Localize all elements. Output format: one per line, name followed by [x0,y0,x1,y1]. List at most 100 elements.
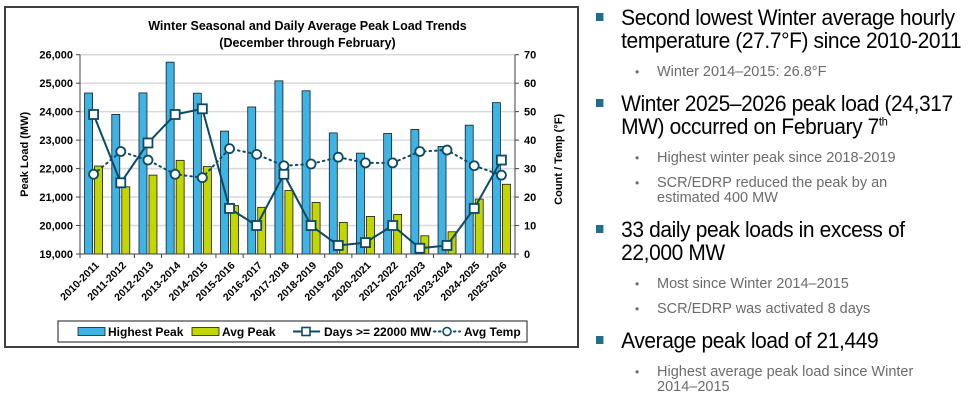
marker-days-over-22000 [88,109,99,120]
bullet-4: Average peak load of 21,449 [596,329,975,352]
marker-days-over-22000 [441,240,453,251]
bar-highest-peak [247,106,257,255]
bar-highest-peak [464,124,474,255]
marker-days-over-22000 [305,220,317,231]
bullet-2-superscript: th [878,114,888,129]
marker-avg-temp [142,154,154,166]
bullet-dot-icon: • [635,65,640,79]
marker-avg-temp [360,157,371,169]
marker-days-over-22000 [360,237,371,249]
marker-days-over-22000 [278,168,290,180]
bar-highest-peak [383,133,393,255]
bar-avg-peak [284,190,294,255]
bullet-dot-icon: • [635,151,640,165]
marker-days-over-22000 [414,242,426,254]
bullet-2-sub-2: • SCR/EDRP reduced the peak by an estimat… [596,176,897,206]
marker-days-over-22000 [169,109,181,120]
y-axis-label: Peak Load (MW) [19,112,31,197]
bullet-dot-icon: • [635,302,640,316]
bullet-4-sub-1-text: Highest average peak load since Winter 2… [657,364,914,395]
bullet-1-sub-1-text: Winter 2014–2015: 26.8°F [657,64,827,80]
bullet-3-sub-1: • Most since Winter 2014–2015 [596,277,971,292]
bullet-2-sub-1: • Highest winter peak since 2018-2019 [596,151,971,166]
y2-tick-label: 30 [524,164,536,176]
bullet-dot-icon: • [635,176,640,190]
legend-swatch-temp-marker [442,326,452,337]
marker-days-over-22000 [251,220,263,231]
legend-swatch-highest-peak [77,327,106,336]
bar-highest-peak [138,92,148,255]
bullet-3: 33 daily peak loads in excess of 22,000 … [596,218,975,264]
bar-avg-peak [366,216,375,255]
legend-box [57,320,528,343]
bullet-3-text: 33 daily peak loads in excess of 22,000 … [621,217,905,265]
chart-svg: Winter Seasonal and Daily Average Peak L… [19,19,565,343]
y2-tick-label: 20 [524,192,536,204]
marker-avg-temp [196,172,208,184]
bullet-square-icon [596,225,604,233]
marker-days-over-22000 [496,154,507,166]
bullet-4-text: Average peak load of 21,449 [621,328,879,353]
bullet-dot-icon: • [635,365,640,379]
bullet-2-sub-1-text: Highest winter peak since 2018-2019 [657,150,896,166]
y-tick-label: 21,000 [39,192,73,204]
marker-days-over-22000 [387,220,399,231]
y-tick-label: 25,000 [39,78,73,90]
bullet-square-icon [596,336,604,344]
y2-tick-label: 40 [524,135,536,147]
bullet-3-sub-1-text: Most since Winter 2014–2015 [657,276,849,292]
bullet-2-sub-2-text: SCR/EDRP reduced the peak by an estimate… [657,175,888,206]
bullet-2-text: Winter 2025–2026 peak load (24,317 MW) o… [621,91,953,139]
marker-avg-temp [88,168,99,180]
marker-avg-temp [496,169,507,181]
bullet-1-sub-1: • Winter 2014–2015: 26.8°F [596,65,971,80]
bullet-4-sub-1: • Highest average peak load since Winter … [596,365,917,395]
marker-days-over-22000 [468,203,480,214]
bar-highest-peak [165,61,175,255]
bullet-3-sub-2-text: SCR/EDRP was activated 8 days [657,301,871,317]
bullet-3-sub-2: • SCR/EDRP was activated 8 days [596,302,971,317]
y-tick-label: 20,000 [39,221,73,233]
marker-avg-temp [468,160,480,172]
bullet-1-text: Second lowest Winter average hourly temp… [621,5,962,53]
marker-days-over-22000 [142,137,154,149]
y2-tick-label: 70 [524,50,536,62]
bar-avg-peak [121,186,131,255]
bar-avg-peak [502,183,511,255]
y2-tick-label: 10 [524,221,536,233]
y-tick-label: 23,000 [39,135,73,147]
bar-highest-peak [437,146,447,255]
chart-frame: Winter Seasonal and Daily Average Peak L… [4,6,579,348]
summary-bullets: Second lowest Winter average hourly temp… [596,6,971,395]
y2-tick-label: 50 [524,107,536,119]
y-tick-label: 19,000 [39,249,73,261]
line-days-over-22000 [92,107,503,250]
bar-highest-peak [328,132,338,255]
y2-axis-label: Count / Temp (°F) [553,114,565,205]
chart-subtitle: (December through February) [219,36,395,50]
y-tick-label: 22,000 [39,164,73,176]
chart-title: Winter Seasonal and Daily Average Peak L… [148,19,467,33]
marker-days-over-22000 [224,203,235,214]
bar-avg-peak [148,174,158,255]
marker-avg-temp [224,143,235,155]
marker-avg-temp [169,168,181,180]
y2-tick-label: 60 [524,78,536,90]
marker-avg-temp [115,146,127,157]
y2-tick-label: 0 [524,249,530,261]
marker-days-over-22000 [196,103,208,115]
bar-avg-peak [94,165,103,255]
legend-swatch-avg-peak [191,327,220,336]
legend-label-highest-peak: Highest Peak [108,325,184,339]
legend-swatch-days-marker [301,326,311,337]
marker-days-over-22000 [115,177,127,189]
marker-avg-temp [387,157,399,169]
bullet-2: Winter 2025–2026 peak load (24,317 MW) o… [596,92,975,138]
y-tick-label: 24,000 [39,107,73,119]
legend-label-avg-peak: Avg Peak [222,325,276,339]
bullet-square-icon [596,99,604,107]
y-tick-label: 26,000 [39,50,73,62]
bullet-1: Second lowest Winter average hourly temp… [596,6,975,52]
marker-avg-temp [251,148,263,160]
marker-avg-temp [414,146,426,157]
